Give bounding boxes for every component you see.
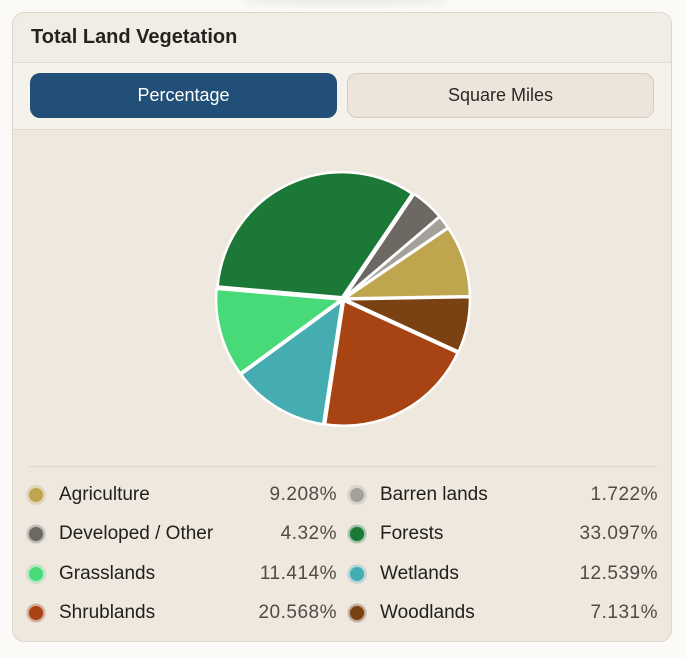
- pie-slice-shrublands[interactable]: [323, 299, 459, 428]
- legend-item-barren-lands[interactable]: Barren lands 1.722%: [348, 480, 658, 510]
- legend-label: Wetlands: [380, 562, 459, 584]
- legend-swatch: [27, 603, 45, 622]
- legend-item-wetlands[interactable]: Wetlands 12.539%: [348, 559, 658, 589]
- legend-value: 33.097%: [579, 523, 658, 545]
- legend-divider: [29, 466, 657, 467]
- legend-label: Developed / Other: [59, 523, 214, 545]
- legend-value: 1.722%: [590, 484, 658, 505]
- legend-swatch: [348, 564, 366, 583]
- legend-swatch: [27, 525, 45, 544]
- legend-value: 7.131%: [590, 601, 658, 623]
- legend-swatch: [27, 486, 45, 504]
- legend-value: 4.32%: [280, 523, 337, 545]
- legend-label: Shrublands: [59, 601, 156, 623]
- legend-swatch: [27, 564, 45, 583]
- card-header: Total Land Vegetation: [13, 13, 671, 63]
- vegetation-card: Total Land Vegetation Percentage Square …: [12, 12, 672, 642]
- legend-item-forests[interactable]: Forests 33.097%: [348, 519, 658, 549]
- pie-slice-woodlands[interactable]: [343, 295, 472, 353]
- legend-value: 9.208%: [269, 484, 337, 505]
- legend-label: Woodlands: [380, 601, 475, 623]
- legend-swatch: [348, 603, 366, 622]
- chart-area: [13, 130, 671, 466]
- pie-slice-wetlands[interactable]: [239, 299, 344, 426]
- unit-toggle: Percentage Square Miles: [13, 63, 671, 130]
- pie-slice-grasslands[interactable]: [214, 287, 343, 375]
- top-shadow: [240, 0, 450, 6]
- tab-percentage[interactable]: Percentage: [30, 73, 337, 118]
- legend-label: Grasslands: [59, 562, 156, 584]
- legend-item-woodlands[interactable]: Woodlands 7.131%: [348, 598, 658, 628]
- legend-value: 11.414%: [259, 562, 337, 584]
- legend-value: 12.539%: [579, 562, 658, 584]
- legend-label: Barren lands: [380, 484, 488, 505]
- card-title: Total Land Vegetation: [31, 26, 238, 48]
- pie-slice-barren-lands[interactable]: [343, 215, 450, 300]
- legend-item-developed-other[interactable]: Developed / Other 4.32%: [27, 519, 337, 549]
- legend-item-grasslands[interactable]: Grasslands 11.414%: [27, 559, 337, 589]
- pie-slice-forests[interactable]: [216, 170, 414, 299]
- pie-chart: [214, 170, 472, 428]
- legend-item-agriculture[interactable]: Agriculture 9.208%: [27, 480, 337, 510]
- legend-label: Forests: [380, 523, 444, 545]
- legend-swatch: [348, 525, 366, 544]
- legend-value: 20.568%: [258, 601, 337, 623]
- legend-swatch: [348, 486, 366, 504]
- legend-item-shrublands[interactable]: Shrublands 20.568%: [27, 598, 337, 628]
- legend-label: Agriculture: [59, 484, 150, 505]
- tab-square-miles[interactable]: Square Miles: [347, 73, 654, 118]
